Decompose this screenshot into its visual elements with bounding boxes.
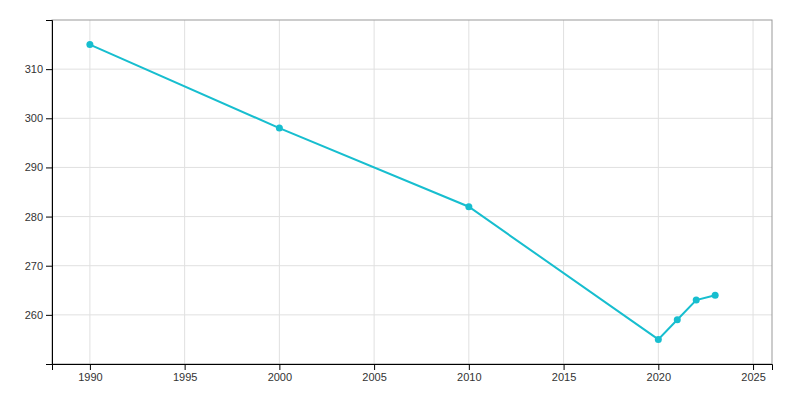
grid-line-y: [52, 69, 772, 70]
x-tick: 1990: [78, 364, 102, 383]
grid: [52, 20, 772, 364]
y-tick-label: 260: [25, 309, 43, 321]
y-axis: 260 270 280 290 300 310: [25, 21, 53, 365]
grid-line-x: [279, 20, 280, 364]
x-tick: 2025: [741, 364, 765, 383]
x-tick-mark: [90, 364, 91, 370]
x-tick-label: 2015: [552, 371, 576, 383]
plot-area: 1990 1995 2000 2005 2010 2015 2020 2025 260 270 28…: [25, 20, 773, 383]
y-tick: 280: [25, 211, 52, 223]
point: [86, 41, 93, 48]
x-tick-label: 1995: [173, 371, 197, 383]
x-tick-mark: [753, 364, 754, 370]
x-tick-label: 2020: [647, 371, 671, 383]
point: [693, 297, 700, 304]
grid-line-x: [374, 20, 375, 364]
y-tick-mark: [46, 167, 52, 168]
point: [674, 316, 681, 323]
x-tick-mark: [374, 364, 375, 370]
x-tick: 2010: [457, 364, 481, 383]
y-tick-label: 290: [25, 161, 43, 173]
y-tick: 270: [25, 260, 52, 272]
grid-line-y: [52, 167, 772, 168]
x-tick-mark: [185, 364, 186, 370]
chart: 1990 1995 2000 2005 2010 2015 2020 2025 260 270 28…: [0, 0, 800, 400]
y-tick-label: 310: [25, 63, 43, 75]
y-tick: 290: [25, 161, 52, 173]
x-tick-label: 2005: [362, 371, 386, 383]
grid-line-y: [52, 118, 772, 119]
x-axis-line: [53, 365, 773, 371]
x-tick-label: 2025: [741, 371, 765, 383]
x-tick: 2000: [268, 364, 292, 383]
series: [86, 41, 718, 343]
x-tick-label: 2010: [457, 371, 481, 383]
y-tick-label: 270: [25, 260, 43, 272]
x-tick-label: 1990: [78, 371, 102, 383]
y-tick-mark: [46, 315, 52, 316]
y-tick-label: 300: [25, 112, 43, 124]
point: [276, 125, 283, 132]
x-tick: 1995: [173, 364, 197, 383]
grid-line-x: [89, 20, 90, 364]
grid-line-y: [52, 265, 772, 266]
y-tick-mark: [46, 69, 52, 70]
x-tick-mark: [658, 364, 659, 370]
x-tick-mark: [564, 364, 565, 370]
grid-line-y: [52, 216, 772, 217]
line: [90, 45, 715, 340]
grid-line-x: [658, 20, 659, 364]
y-tick: 260: [25, 309, 52, 321]
x-tick: 2005: [362, 364, 386, 383]
point: [655, 336, 662, 343]
y-tick-mark: [46, 217, 52, 218]
x-tick: 2015: [552, 364, 576, 383]
point: [465, 203, 472, 210]
grid-line-y: [52, 314, 772, 315]
y-axis-line: [46, 21, 53, 365]
y-tick-label: 280: [25, 211, 43, 223]
y-tick-mark: [46, 266, 52, 267]
grid-line-x: [563, 20, 564, 364]
plot-frame: [52, 20, 772, 364]
point: [712, 292, 719, 299]
y-tick: 300: [25, 112, 52, 124]
x-tick-mark: [279, 364, 280, 370]
y-tick-mark: [46, 118, 52, 119]
x-tick-label: 2000: [268, 371, 292, 383]
y-tick: 310: [25, 63, 52, 75]
grid-line-x: [753, 20, 754, 364]
grid-line-x: [468, 20, 469, 364]
x-tick-mark: [469, 364, 470, 370]
x-tick: 2020: [647, 364, 671, 383]
x-axis: 1990 1995 2000 2005 2010 2015 2020 2025: [53, 364, 773, 383]
grid-line-x: [184, 20, 185, 364]
